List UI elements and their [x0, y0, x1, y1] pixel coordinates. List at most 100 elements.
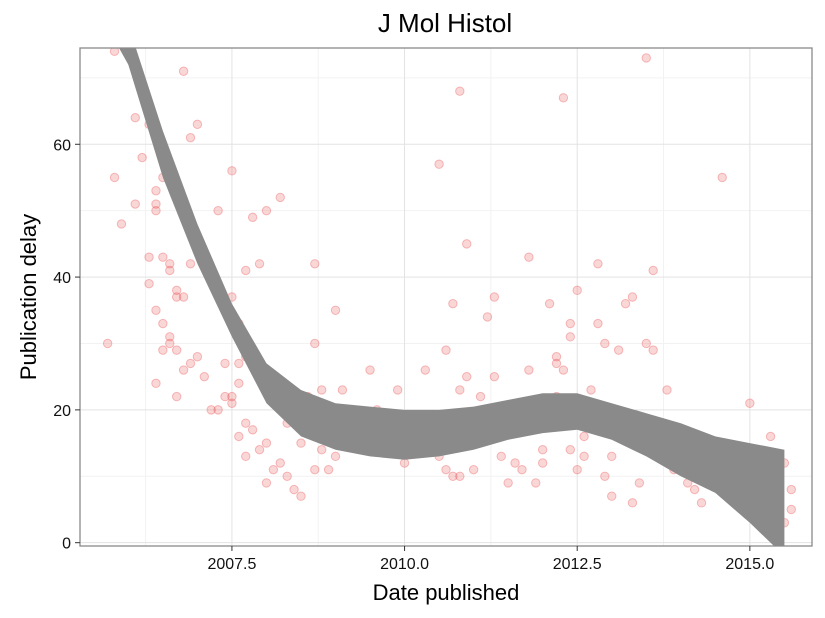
data-point: [551, 352, 562, 362]
x-axis-title: Date published: [373, 580, 520, 605]
data-point: [662, 385, 672, 395]
x-tick-label: 2007.5: [207, 556, 256, 573]
data-point: [441, 345, 451, 355]
data-point: [199, 371, 210, 382]
data-point: [455, 385, 465, 395]
data-point: [151, 186, 161, 196]
data-point: [448, 298, 458, 309]
y-tick-label: 20: [53, 403, 71, 420]
data-point: [144, 279, 154, 289]
data-point: [579, 431, 589, 442]
data-point: [496, 451, 506, 462]
data-point: [489, 292, 500, 302]
data-point: [254, 445, 265, 455]
chart-title: J Mol Histol: [378, 8, 512, 38]
data-point: [165, 332, 175, 342]
data-point: [537, 458, 548, 468]
data-point: [482, 312, 493, 322]
data-point: [109, 48, 120, 57]
data-point: [296, 438, 306, 448]
data-point: [745, 398, 755, 408]
data-point: [227, 398, 237, 408]
data-point: [434, 159, 444, 169]
data-point: [316, 385, 327, 395]
data-point: [531, 478, 541, 488]
data-point: [171, 391, 182, 402]
data-point: [565, 332, 576, 342]
data-point: [641, 338, 651, 349]
data-point: [586, 385, 596, 395]
data-point: [254, 259, 265, 269]
data-point: [399, 458, 410, 468]
data-point: [572, 285, 582, 296]
y-axis-title: Publication delay: [16, 214, 41, 380]
data-point: [689, 484, 700, 495]
data-point: [151, 378, 161, 389]
data-point: [275, 458, 285, 468]
data-point: [420, 365, 430, 375]
data-point: [544, 298, 555, 309]
data-point: [165, 338, 175, 349]
plot-area: 2007.5 2010.0 2012.5 2015.0 0 20 40 60: [53, 47, 813, 573]
data-point: [227, 391, 237, 402]
data-point: [462, 239, 472, 249]
data-point: [468, 464, 479, 475]
data-point: [247, 425, 258, 435]
data-point: [475, 391, 486, 402]
data-point: [613, 345, 624, 355]
data-point: [296, 491, 306, 501]
data-point: [634, 478, 645, 488]
data-point: [137, 152, 147, 163]
data-point: [275, 192, 285, 203]
data-point: [593, 318, 603, 329]
data-point: [593, 259, 603, 269]
data-point: [316, 445, 327, 455]
data-point: [337, 385, 348, 395]
data-point: [641, 53, 651, 63]
data-point: [247, 212, 258, 223]
data-point: [241, 265, 251, 276]
data-point: [600, 338, 610, 349]
data-point: [109, 172, 120, 183]
data-point: [241, 418, 251, 428]
x-tick-label: 2015.0: [725, 556, 774, 573]
data-point: [213, 405, 223, 415]
data-point: [158, 252, 168, 262]
data-point: [607, 451, 617, 462]
data-point: [392, 385, 403, 395]
data-point: [268, 464, 279, 475]
data-point: [192, 352, 203, 362]
data-point: [310, 338, 320, 349]
data-point: [282, 471, 292, 481]
data-point: [171, 285, 182, 296]
data-point: [323, 464, 334, 475]
data-point: [213, 205, 223, 216]
data-point: [765, 431, 776, 442]
data-point: [717, 172, 727, 183]
data-point: [503, 478, 513, 488]
data-point: [607, 491, 617, 501]
data-point: [178, 66, 189, 76]
data-point: [261, 205, 272, 216]
data-point: [330, 305, 341, 315]
y-tick-label: 40: [53, 270, 71, 287]
data-point: [579, 451, 589, 462]
data-point: [158, 345, 168, 355]
data-point: [365, 365, 375, 375]
data-point: [489, 371, 500, 382]
data-point: [261, 478, 272, 488]
data-point: [116, 219, 127, 229]
data-point: [151, 305, 161, 315]
y-tick-label: 60: [53, 137, 71, 154]
data-point: [572, 464, 582, 475]
data-point: [330, 451, 341, 462]
data-point: [234, 431, 244, 442]
data-point: [558, 93, 569, 103]
data-point: [648, 265, 658, 276]
data-point: [220, 391, 230, 402]
data-point: [517, 464, 527, 475]
data-point: [261, 438, 272, 448]
data-point: [102, 338, 113, 349]
data-point: [524, 252, 534, 262]
data-point: [158, 318, 168, 329]
